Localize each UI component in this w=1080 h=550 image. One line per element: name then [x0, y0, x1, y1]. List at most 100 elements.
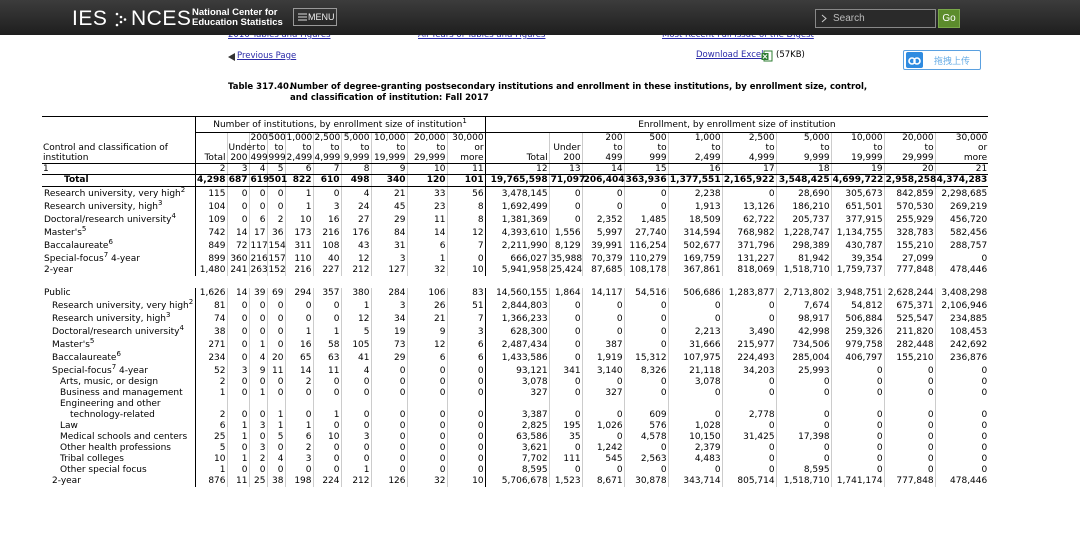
- nav-link[interactable]: Most Recent Full Issue of the Digest: [662, 30, 814, 40]
- footnote-ref: 5: [89, 337, 95, 345]
- cell-value: 58: [312, 338, 341, 351]
- nav-link[interactable]: All Years of Tables and Figures: [418, 30, 546, 40]
- cell-value: 21,118: [667, 364, 723, 377]
- footnote-ref: 2: [188, 298, 194, 306]
- cell-value: 0: [406, 399, 447, 421]
- row-label: 2-year: [42, 265, 195, 276]
- logo-ies[interactable]: IES: [72, 7, 108, 30]
- cell-value: 234: [194, 351, 227, 364]
- cell-value: 39,354: [830, 252, 885, 265]
- footnote-ref: 7: [103, 251, 109, 259]
- cell-value: 3: [248, 443, 267, 454]
- cell-value: 0: [883, 443, 936, 454]
- cell-value: 0: [226, 338, 249, 351]
- cell-value: 4,578: [623, 432, 669, 443]
- cell-value: 1,626: [194, 288, 227, 299]
- cell-value: 34,203: [721, 364, 777, 377]
- cell-value: 98,917: [775, 312, 832, 325]
- menu-button[interactable]: MENU: [293, 8, 337, 26]
- cell-value: 10: [284, 213, 313, 226]
- cell-value: 3: [312, 200, 341, 213]
- cell-value: 0: [721, 299, 777, 312]
- column-number: 5: [266, 163, 285, 175]
- cell-value: 4,374,283: [934, 174, 989, 187]
- upload-button[interactable]: 拖拽上传: [903, 50, 981, 70]
- cell-value: 63,586: [484, 432, 550, 443]
- cell-value: 51: [446, 299, 486, 312]
- cell-value: 6: [446, 338, 486, 351]
- cell-value: 0: [883, 377, 936, 388]
- stub-spacer: [42, 116, 195, 133]
- row-label-text: Research university, high: [52, 314, 167, 324]
- cell-value: 1,759,737: [830, 265, 885, 276]
- cell-value: 1,228,747: [775, 226, 832, 239]
- cell-value: 341: [548, 364, 583, 377]
- cell-value: 582,456: [934, 226, 989, 239]
- cell-value: 73: [370, 338, 407, 351]
- cell-value: 3: [248, 421, 267, 432]
- cell-value: 0: [312, 388, 341, 399]
- cell-value: 5: [340, 325, 371, 338]
- cell-value: 1,692,499: [484, 200, 550, 213]
- section-row: Public 1,626 14 39 69 294 357 380 284 106 83 14,560…: [42, 288, 989, 299]
- cell-value: 41: [340, 351, 371, 364]
- row-label-text: Tribal colleges: [60, 454, 124, 464]
- row-label: Arts, music, or design: [42, 377, 195, 388]
- column-number: 11: [446, 163, 486, 175]
- column-number: 8: [340, 163, 371, 175]
- cell-value: 734,506: [775, 338, 832, 351]
- cell-value: 211,820: [883, 325, 936, 338]
- prev-arrow: [228, 53, 235, 61]
- cell-value: 269,219: [934, 200, 989, 213]
- cell-value: 0: [883, 465, 936, 476]
- cell-value: 619: [248, 174, 270, 187]
- cell-value: 8,326: [623, 364, 669, 377]
- cell-value: 1,283,877: [721, 288, 777, 299]
- cell-value: 0: [581, 377, 625, 388]
- footnote-ref: 1: [462, 117, 467, 125]
- cell-value: 198: [284, 476, 313, 487]
- cell-value: 2,844,803: [484, 299, 550, 312]
- cell-value: 2: [284, 377, 313, 388]
- cell-value: 456,720: [934, 213, 989, 226]
- column-header: 5,000 to 9,999: [340, 132, 371, 164]
- cell-value: 0: [830, 377, 885, 388]
- group-header-text: Enrollment, by enrollment size of instit…: [638, 120, 836, 130]
- cell-value: 687: [226, 174, 249, 187]
- cell-value: 111: [548, 454, 583, 465]
- cell-value: 0: [721, 377, 777, 388]
- cell-value: 25,424: [548, 265, 583, 276]
- cell-value: 25: [248, 476, 267, 487]
- cell-value: 18,509: [667, 213, 723, 226]
- cell-value: 20: [266, 351, 285, 364]
- cell-value: 186,210: [775, 200, 832, 213]
- cell-value: 2,958,258: [883, 174, 937, 187]
- cell-value: 17,398: [775, 432, 832, 443]
- download-excel-link[interactable]: Download Excel: [696, 50, 764, 60]
- cell-value: 340: [370, 174, 407, 187]
- cell-value: 14,117: [581, 288, 625, 299]
- cell-value: 0: [667, 299, 723, 312]
- cell-value: 2,106,946: [934, 299, 989, 312]
- cell-value: 0: [548, 213, 583, 226]
- cell-value: 0: [284, 299, 313, 312]
- cell-value: 8,595: [484, 465, 550, 476]
- go-button[interactable]: Go: [938, 9, 960, 28]
- previous-page-link[interactable]: Previous Page: [237, 51, 297, 61]
- cell-value: 0: [266, 299, 285, 312]
- table-row: Doctoral/research university4 38 0 0 0 1 1 5 19 9…: [42, 325, 989, 338]
- cell-value: 242,692: [934, 338, 989, 351]
- cell-value: 2: [248, 454, 267, 465]
- nav-link[interactable]: 2016 Tables and Figures: [228, 30, 331, 40]
- cell-value: 0: [548, 399, 583, 421]
- cell-value: 9: [248, 364, 267, 377]
- cell-value: 0: [623, 299, 669, 312]
- cell-value: 0: [548, 299, 583, 312]
- cell-value: 65: [284, 351, 313, 364]
- cell-value: 7: [446, 239, 486, 252]
- table-row: Medical schools and centers 25 1 0 5 6 10 3 0 0 0 6…: [42, 432, 989, 443]
- logo-nces[interactable]: NCES: [131, 7, 192, 30]
- search-box[interactable]: Search: [815, 9, 936, 28]
- cell-value: 2,238: [667, 186, 723, 200]
- cell-value: 2,713,802: [775, 288, 832, 299]
